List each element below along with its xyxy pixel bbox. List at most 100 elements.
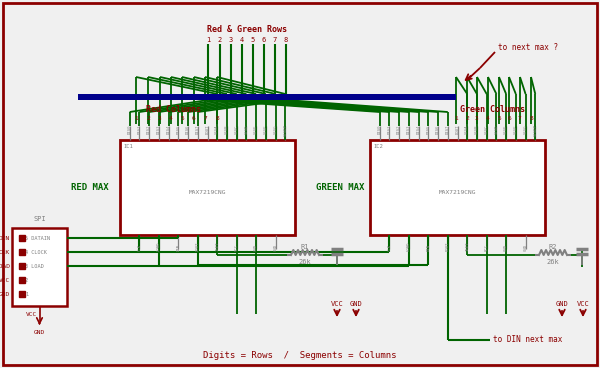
Text: DIN: DIN <box>176 244 181 251</box>
Text: R1: R1 <box>301 244 309 250</box>
Text: VCC: VCC <box>0 277 10 283</box>
Text: R2: R2 <box>549 244 557 250</box>
Text: 2: 2 <box>218 37 222 43</box>
Text: 1: 1 <box>25 291 28 297</box>
Text: SEGDP: SEGDP <box>283 124 287 136</box>
Text: VCC: VCC <box>485 244 488 251</box>
Text: 5: 5 <box>251 37 255 43</box>
Text: DIG5: DIG5 <box>176 124 181 134</box>
Text: MAX7219CNG: MAX7219CNG <box>189 190 226 195</box>
Text: DOUT: DOUT <box>455 124 460 134</box>
Bar <box>78 94 456 100</box>
Text: 1: 1 <box>454 117 458 121</box>
Text: Green Columns: Green Columns <box>461 106 526 114</box>
Text: GND: GND <box>34 329 45 335</box>
Text: 4: 4 <box>240 37 244 43</box>
Text: Red Columns: Red Columns <box>146 106 200 114</box>
Text: GND: GND <box>274 244 278 251</box>
Text: VCC: VCC <box>235 244 239 251</box>
Text: LOAD: LOAD <box>157 241 161 251</box>
Text: SEGDP: SEGDP <box>533 124 537 136</box>
Text: SEGB: SEGB <box>475 124 479 134</box>
Text: 4: 4 <box>169 117 173 121</box>
Text: to DIN next max: to DIN next max <box>493 336 562 344</box>
Text: 3 LOAD: 3 LOAD <box>25 263 44 269</box>
Text: Red & Green Rows: Red & Green Rows <box>207 25 287 35</box>
Text: 26k: 26k <box>299 259 311 265</box>
Text: 1: 1 <box>206 37 210 43</box>
Text: ISET: ISET <box>465 241 469 251</box>
Text: 1: 1 <box>134 117 138 121</box>
Text: SEGC: SEGC <box>235 124 239 134</box>
Text: DIG0: DIG0 <box>128 124 132 134</box>
Text: DIG6: DIG6 <box>186 124 190 134</box>
Text: CLK: CLK <box>137 244 142 251</box>
Text: 7: 7 <box>273 37 277 43</box>
Bar <box>370 140 545 235</box>
Text: SEGA: SEGA <box>465 124 469 134</box>
Text: IC1: IC1 <box>123 144 133 149</box>
Text: DIG2: DIG2 <box>147 124 151 134</box>
Text: 3: 3 <box>475 117 479 121</box>
Text: SPI: SPI <box>33 216 46 222</box>
Text: DIG7: DIG7 <box>196 124 200 134</box>
Text: 6: 6 <box>507 117 511 121</box>
Text: 26k: 26k <box>547 259 559 265</box>
Text: 4: 4 <box>486 117 490 121</box>
Text: DOUT: DOUT <box>446 241 450 251</box>
Text: RED MAX: RED MAX <box>71 183 109 192</box>
Text: 8: 8 <box>529 117 533 121</box>
Text: DIG1: DIG1 <box>388 124 391 134</box>
Text: DIG7: DIG7 <box>446 124 450 134</box>
Text: SEGD: SEGD <box>244 124 248 134</box>
Text: SEGE: SEGE <box>254 124 258 134</box>
Text: DIG4: DIG4 <box>167 124 170 134</box>
Text: LOAD: LOAD <box>0 263 10 269</box>
Text: 2: 2 <box>146 117 150 121</box>
Text: 2: 2 <box>25 277 28 283</box>
Text: 5: 5 <box>497 117 501 121</box>
Text: GREEN MAX: GREEN MAX <box>316 183 364 192</box>
Text: DOUT: DOUT <box>205 124 209 134</box>
Text: DIN: DIN <box>427 244 430 251</box>
Text: DOUT: DOUT <box>196 241 200 251</box>
Text: GND: GND <box>0 291 10 297</box>
Text: DIG0: DIG0 <box>378 124 382 134</box>
Text: SEGA: SEGA <box>215 124 219 134</box>
Text: DIG1: DIG1 <box>137 124 142 134</box>
Text: 6: 6 <box>262 37 266 43</box>
Bar <box>12 228 67 306</box>
Text: MAX7219CNG: MAX7219CNG <box>439 190 476 195</box>
Text: SEGB: SEGB <box>225 124 229 134</box>
Text: 3: 3 <box>229 37 233 43</box>
Text: 4 CLOCK: 4 CLOCK <box>25 250 47 255</box>
Text: SEGG: SEGG <box>524 124 527 134</box>
Text: SEGC: SEGC <box>485 124 488 134</box>
Text: 7: 7 <box>518 117 522 121</box>
Text: SEGF: SEGF <box>264 124 268 134</box>
Text: 5 DATAIN: 5 DATAIN <box>25 236 50 241</box>
Text: Digits = Rows  /  Segments = Columns: Digits = Rows / Segments = Columns <box>203 351 397 361</box>
Text: 8: 8 <box>284 37 288 43</box>
Text: 6: 6 <box>192 117 196 121</box>
Text: SEGD: SEGD <box>494 124 499 134</box>
Text: SEGF: SEGF <box>514 124 518 134</box>
Text: DIG5: DIG5 <box>427 124 430 134</box>
Text: VCC: VCC <box>331 301 343 307</box>
Text: IC2: IC2 <box>373 144 383 149</box>
Text: DIN: DIN <box>0 236 10 241</box>
Text: 7: 7 <box>203 117 207 121</box>
Text: SEGG: SEGG <box>274 124 278 134</box>
Text: 2: 2 <box>465 117 469 121</box>
Text: VCC: VCC <box>26 312 37 318</box>
Text: GND: GND <box>556 301 568 307</box>
Text: 5: 5 <box>180 117 184 121</box>
Text: 8: 8 <box>215 117 219 121</box>
Text: CLK: CLK <box>388 244 391 251</box>
Text: SEGE: SEGE <box>504 124 508 134</box>
Text: LOAD: LOAD <box>407 241 411 251</box>
Text: DIG2: DIG2 <box>397 124 401 134</box>
Text: DIG3: DIG3 <box>157 124 161 134</box>
Text: DIG6: DIG6 <box>436 124 440 134</box>
Text: 3: 3 <box>158 117 162 121</box>
